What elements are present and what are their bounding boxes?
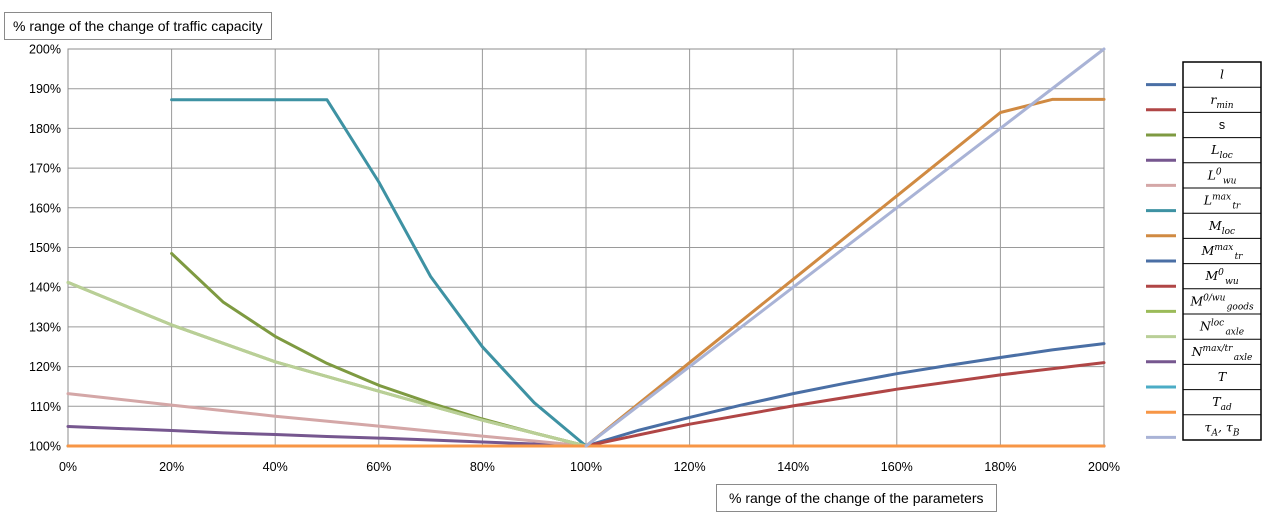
legend-box: [1182, 61, 1262, 441]
x-tick-label: 180%: [984, 460, 1016, 474]
legend: l rmin s Lloc L0 wu Lmax tr Mloc Mmax tr M0 wu M0…: [1146, 61, 1262, 441]
y-tick-label: 190%: [29, 82, 61, 96]
x-tick-label: 100%: [570, 460, 602, 474]
legend-label: Nmax/tr axle: [1191, 344, 1253, 363]
series-line: [584, 97, 1106, 448]
y-tick-label: 160%: [29, 201, 61, 215]
x-tick-label: 0%: [59, 460, 77, 474]
y-tick-label: 170%: [29, 162, 61, 176]
x-tick-label: 120%: [674, 460, 706, 474]
series-lines: [66, 47, 1106, 448]
y-tick-label: 140%: [29, 281, 61, 295]
x-tick-label: 80%: [470, 460, 495, 474]
legend-label: Lmax tr: [1203, 193, 1241, 212]
legend-label: M0/wu goods: [1189, 293, 1254, 312]
y-tick-label: 120%: [29, 360, 61, 374]
series-line: [170, 98, 588, 448]
series-line: [66, 425, 588, 448]
y-tick-label: 180%: [29, 122, 61, 136]
y-tick-label: 110%: [30, 400, 61, 414]
legend-label: T: [1218, 369, 1228, 384]
tick-labels: 100% 110% 120% 130% 140% 150% 160% 170% 180% 190%…: [29, 43, 1120, 475]
legend-label: Nloc axle: [1199, 319, 1244, 338]
y-tick-label: 130%: [29, 320, 61, 334]
x-tick-label: 60%: [366, 460, 391, 474]
x-tick-label: 40%: [263, 460, 288, 474]
legend-label: Tad: [1212, 394, 1232, 413]
series-line: [584, 47, 1106, 448]
grid: [67, 48, 1105, 447]
legend-label: M0 wu: [1204, 268, 1239, 287]
series-line: [584, 342, 1106, 448]
legend-label: Lloc: [1210, 142, 1233, 161]
legend-label: Mloc: [1208, 218, 1235, 237]
y-tick-label: 100%: [29, 440, 61, 454]
x-tick-label: 160%: [881, 460, 913, 474]
x-tick-label: 140%: [777, 460, 809, 474]
y-tick-label: 200%: [29, 43, 61, 57]
x-tick-label: 200%: [1088, 460, 1120, 474]
y-tick-label: 150%: [29, 241, 61, 255]
series-line: [66, 392, 588, 448]
legend-label: τA, τB: [1205, 419, 1240, 438]
legend-label: s: [1219, 118, 1225, 132]
legend-label: Mmax tr: [1201, 243, 1244, 262]
y-axis-title: % range of the change of traffic capacit…: [4, 12, 272, 40]
x-axis-title: % range of the change of the parameters: [716, 484, 997, 512]
legend-label: rmin: [1210, 92, 1233, 111]
x-tick-label: 20%: [159, 460, 184, 474]
legend-label: L0 wu: [1207, 167, 1237, 186]
legend-label: l: [1220, 67, 1224, 82]
series-line: [584, 361, 1106, 448]
series-line: [66, 280, 588, 448]
